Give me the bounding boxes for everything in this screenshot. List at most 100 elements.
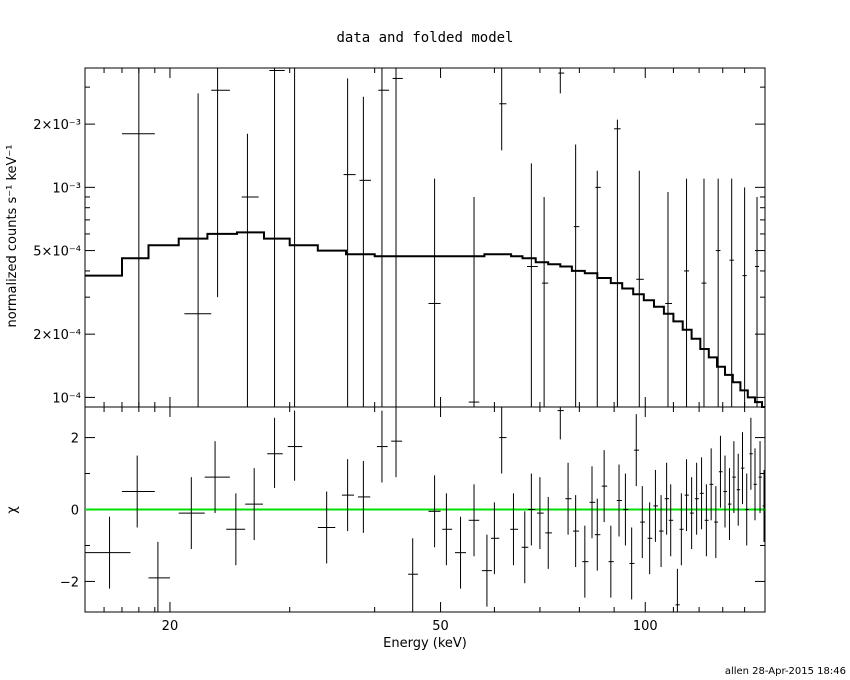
data-point <box>742 187 747 407</box>
residual-point <box>468 484 480 557</box>
residual-point <box>287 410 303 481</box>
residual-point <box>582 525 589 598</box>
residual-point <box>428 475 441 548</box>
y-axis-label-bottom: χ <box>5 506 20 514</box>
y-tick-label-top: 2×10⁻³ <box>33 118 81 133</box>
data-point <box>378 68 390 407</box>
residual-point <box>536 477 544 550</box>
residual-point <box>178 477 205 550</box>
residual-point <box>616 464 622 537</box>
y-axis-label-top: normalized counts s⁻¹ keV⁻¹ <box>5 145 20 328</box>
residual-point <box>741 432 745 505</box>
residual-point <box>634 414 639 487</box>
x-axis-label: Energy (keV) <box>383 636 467 651</box>
residual-point <box>521 511 529 584</box>
residual-point <box>594 498 601 571</box>
residual-point <box>608 525 614 598</box>
residual-point <box>601 450 608 523</box>
data-point <box>359 96 371 407</box>
data-point <box>184 93 212 407</box>
residual-point <box>357 460 371 533</box>
data-point <box>241 133 259 407</box>
data-point <box>595 170 601 407</box>
residual-point <box>317 491 336 564</box>
residual-point <box>545 496 552 569</box>
residual-point <box>647 502 653 575</box>
residual-point <box>408 538 418 612</box>
residual-point <box>528 473 536 546</box>
footer-stamp: allen 28-Apr-2015 18:46 <box>725 666 846 677</box>
data-point <box>542 196 549 407</box>
data-point <box>343 78 356 407</box>
residual-point <box>699 457 704 530</box>
residual-point <box>341 459 355 532</box>
data-point <box>121 68 155 407</box>
data-point <box>392 68 403 407</box>
x-tick-label: 50 <box>432 619 449 634</box>
data-point <box>701 178 707 407</box>
residual-point <box>245 468 263 541</box>
residual-point <box>391 407 403 478</box>
y-tick-label-bottom: 0 <box>71 504 79 519</box>
residual-point <box>573 495 579 568</box>
residual-point <box>589 466 596 539</box>
y-tick-label-top: 5×10⁻⁴ <box>33 245 81 260</box>
residual-point <box>704 484 709 557</box>
residual-point <box>753 448 757 521</box>
residual-point <box>684 459 689 532</box>
residual-point <box>629 527 635 600</box>
residual-point <box>679 493 684 566</box>
data-point <box>468 196 480 407</box>
data-point <box>526 163 538 407</box>
residual-point <box>148 541 170 612</box>
residual-point <box>442 493 453 566</box>
residual-point <box>709 448 714 521</box>
data-point <box>614 119 621 407</box>
residual-point <box>694 462 699 535</box>
residual-point <box>499 407 507 474</box>
x-tick-label: 20 <box>162 619 179 634</box>
data-point <box>558 68 565 94</box>
y-tick-label-top: 10⁻⁴ <box>52 391 81 406</box>
residual-point <box>727 468 732 541</box>
residual-point <box>557 407 564 440</box>
residual-point <box>758 441 762 514</box>
residual-point <box>267 417 283 488</box>
top-panel: 2×10⁻³ 10⁻³ 5×10⁻⁴ 2×10⁻⁴ 10⁻⁴ <box>33 67 766 408</box>
residual-point <box>749 417 753 490</box>
top-panel-frame <box>84 67 766 408</box>
residual-point <box>659 495 664 568</box>
residual-point <box>85 516 131 589</box>
residual-point <box>204 441 230 514</box>
residual-point <box>714 486 718 559</box>
residual-point <box>718 435 723 508</box>
residual-point <box>745 473 749 546</box>
residual-point <box>736 453 741 526</box>
residual-point <box>490 502 500 575</box>
residual-point <box>510 493 519 566</box>
x-tick-label: 100 <box>633 619 658 634</box>
residual-point <box>675 568 680 612</box>
residual-point <box>689 477 694 550</box>
residual-point <box>376 410 388 483</box>
residual-point <box>723 455 728 528</box>
residual-point <box>565 462 572 535</box>
residual-point <box>121 455 155 528</box>
data-point <box>428 178 441 407</box>
data-point <box>665 192 673 407</box>
y-tick-label-bottom: −2 <box>60 575 79 590</box>
residual-point <box>668 484 674 557</box>
data-point <box>269 68 285 407</box>
data-point <box>636 170 644 407</box>
data-point <box>715 178 721 407</box>
data-point <box>729 178 734 407</box>
residual-point <box>481 534 492 607</box>
residual-point <box>732 441 736 514</box>
y-tick-label-top: 10⁻³ <box>52 181 81 196</box>
data-point <box>289 67 305 407</box>
data-point <box>573 144 580 407</box>
residual-point <box>454 516 467 589</box>
bottom-panel: 20−220 50 100 <box>60 406 766 634</box>
data-point <box>754 196 760 407</box>
